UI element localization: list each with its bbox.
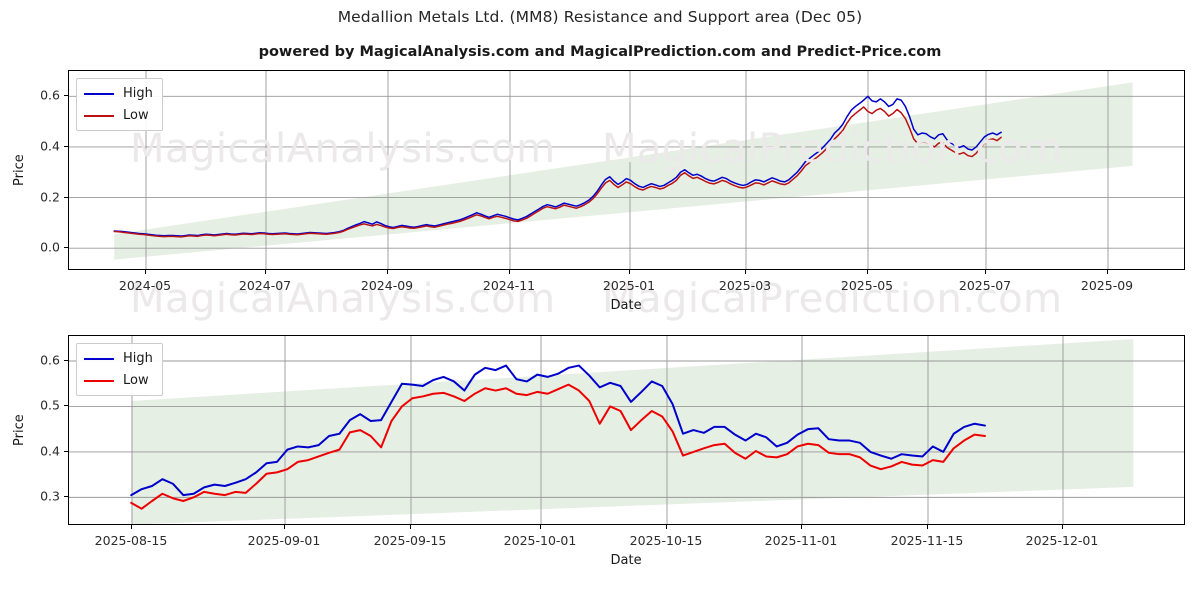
x-tick-label-zoom-7: 2025-12-01 [1025, 533, 1099, 548]
x-tick-label-overview-3: 2024-11 [482, 278, 536, 293]
legend-label-low: Low [123, 108, 149, 123]
legend-row-low: Low [84, 107, 153, 124]
legend-row-low: Low [84, 372, 153, 389]
series-line-high [130, 364, 986, 497]
x-tickmark [745, 270, 746, 274]
y-tickmark [64, 360, 68, 361]
x-tick-label-zoom-2: 2025-09-15 [373, 533, 447, 548]
x-tickmark [540, 525, 541, 529]
x-tickmark [145, 270, 146, 274]
y-tickmark [64, 196, 68, 198]
series-line-low [130, 383, 986, 510]
support-resistance-band [131, 339, 1134, 524]
x-tickmark [284, 525, 285, 529]
x-tick-label-overview-5: 2025-03 [718, 278, 772, 293]
x-tick-label-zoom-5: 2025-11-01 [764, 533, 838, 548]
y-tick-label-zoom-1: 0.4 [40, 443, 60, 459]
legend-label-high: High [123, 86, 153, 101]
overview-plot-svg [69, 71, 1184, 269]
x-tickmark [410, 525, 411, 529]
legend-label-low: Low [123, 373, 149, 388]
overview-legend: High Low [76, 78, 163, 131]
x-tick-label-zoom-1: 2025-09-01 [247, 533, 321, 548]
y-tick-label-zoom-2: 0.5 [40, 397, 60, 413]
legend-swatch-high [84, 92, 114, 95]
y-tick-label-zoom-3: 0.6 [40, 352, 60, 368]
x-tick-label-overview-1: 2024-07 [238, 278, 292, 293]
y-tick-label-zoom-0: 0.3 [40, 488, 60, 504]
y-tick-label-overview-1: 0.2 [40, 189, 60, 205]
y-tickmark [64, 145, 68, 147]
y-axis-title-zoom: Price [12, 414, 27, 446]
x-tickmark [666, 525, 667, 529]
y-tick-label-overview-2: 0.4 [40, 138, 60, 154]
x-tickmark [1062, 525, 1063, 529]
zoom-legend: High Low [76, 343, 163, 396]
series-line-high [113, 95, 1002, 237]
x-tick-label-zoom-4: 2025-10-15 [629, 533, 703, 548]
x-tickmark [265, 270, 266, 274]
legend-label-high: High [123, 351, 153, 366]
y-axis-title-overview: Price [12, 154, 27, 186]
x-tick-label-overview-4: 2025-01 [602, 278, 656, 293]
x-tickmark [985, 270, 986, 274]
x-tickmark [131, 525, 132, 529]
y-tickmark [64, 95, 68, 97]
y-tick-label-overview-3: 0.6 [40, 87, 60, 103]
x-tick-label-zoom-0: 2025-08-15 [94, 533, 168, 548]
legend-swatch-low [84, 379, 114, 382]
x-tickmark [629, 270, 630, 274]
zoom-plot-svg [69, 336, 1184, 524]
y-tickmark [64, 405, 68, 407]
x-tick-label-overview-8: 2025-09 [1080, 278, 1134, 293]
page-subtitle: powered by MagicalAnalysis.com and Magic… [258, 44, 942, 60]
x-tick-label-zoom-6: 2025-11-15 [890, 533, 964, 548]
x-tick-label-overview-6: 2025-05 [840, 278, 894, 293]
legend-swatch-low [84, 114, 114, 117]
x-tickmark [801, 525, 802, 529]
x-tick-label-zoom-3: 2025-10-01 [503, 533, 577, 548]
x-tickmark [867, 270, 868, 274]
x-tick-label-overview-2: 2024-09 [360, 278, 414, 293]
x-tickmark [387, 270, 388, 274]
legend-row-high: High [84, 350, 153, 367]
legend-swatch-high [84, 357, 114, 360]
x-tick-label-overview-7: 2025-07 [958, 278, 1012, 293]
y-tick-label-overview-0: 0.0 [40, 239, 60, 255]
x-axis-title-zoom: Date [610, 553, 642, 568]
x-tick-label-overview-0: 2024-05 [118, 278, 172, 293]
series-line-low [113, 106, 1002, 238]
page-title: Medallion Metals Ltd. (MM8) Resistance a… [337, 8, 863, 26]
y-tickmark [64, 450, 68, 452]
x-axis-title-overview: Date [610, 298, 642, 313]
x-tickmark [927, 525, 928, 529]
x-tickmark [509, 270, 510, 274]
support-resistance-band [114, 82, 1133, 260]
x-tickmark [1107, 270, 1108, 274]
y-tickmark [64, 247, 68, 249]
y-tickmark [64, 496, 68, 498]
zoom-chart-panel [68, 335, 1185, 525]
overview-chart-panel [68, 70, 1185, 270]
legend-row-high: High [84, 85, 153, 102]
